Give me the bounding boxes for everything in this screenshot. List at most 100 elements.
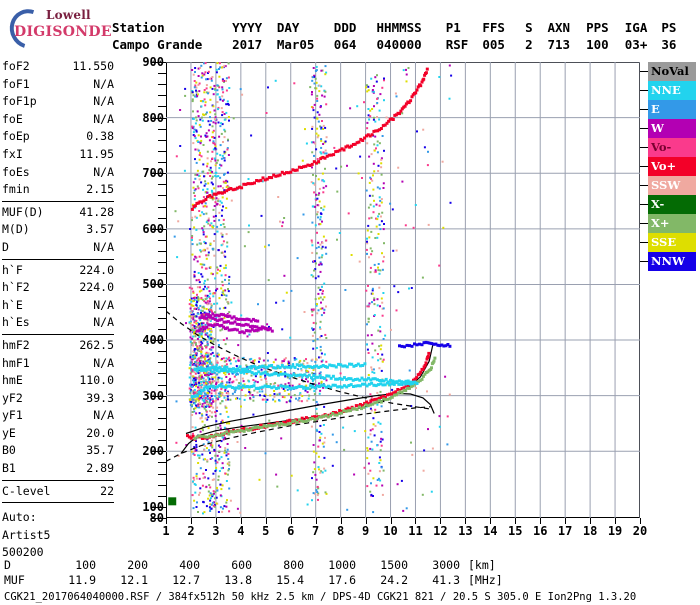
- trace-point: [404, 382, 408, 386]
- echo-point: [223, 150, 226, 153]
- echo-point: [212, 141, 215, 144]
- trace-point: [336, 385, 340, 389]
- echo-point: [367, 305, 370, 308]
- header-col-s: S: [525, 20, 533, 35]
- echo-point: [380, 297, 383, 300]
- echo-point: [319, 261, 322, 264]
- trace-point: [253, 325, 257, 329]
- echo-point: [258, 360, 260, 363]
- trace-point: [397, 379, 401, 383]
- echo-point: [441, 160, 444, 163]
- legend-swatch-vo-[interactable]: Vo+: [648, 157, 696, 176]
- echo-point: [191, 90, 194, 92]
- echo-point: [201, 405, 204, 408]
- echo-point: [202, 472, 205, 475]
- trace-point: [371, 398, 375, 402]
- legend-swatch-vo-[interactable]: Vo-: [648, 138, 696, 157]
- echo-point: [256, 391, 259, 394]
- echo-point: [217, 398, 219, 401]
- echo-point: [316, 158, 319, 160]
- echo-point: [311, 372, 314, 375]
- echo-point: [221, 510, 224, 513]
- echo-point: [194, 330, 197, 333]
- trace-point: [289, 422, 293, 426]
- legend-swatch-sse[interactable]: SSE: [648, 233, 696, 252]
- echo-point: [203, 318, 206, 321]
- echo-point: [203, 98, 206, 101]
- echo-point: [232, 380, 235, 383]
- echo-point: [220, 274, 223, 277]
- echo-point: [210, 327, 213, 330]
- echo-point: [190, 370, 193, 373]
- echo-point: [195, 304, 198, 306]
- echo-point: [195, 472, 198, 475]
- legend-swatch-e[interactable]: E: [648, 100, 696, 119]
- param-value: N/A: [93, 111, 114, 126]
- echo-point: [200, 346, 203, 349]
- echo-point: [201, 347, 204, 350]
- trace-point: [373, 377, 377, 381]
- echo-point: [211, 478, 214, 481]
- echo-point: [189, 364, 192, 366]
- echo-point: [191, 342, 194, 345]
- echo-point: [196, 293, 198, 296]
- echo-point: [205, 346, 208, 349]
- echo-point: [225, 357, 228, 360]
- echo-point: [325, 379, 328, 382]
- echo-point: [238, 387, 240, 390]
- echo-point: [202, 170, 205, 173]
- echo-point: [298, 397, 301, 400]
- ionogram-plot[interactable]: [166, 62, 640, 518]
- echo-point: [317, 194, 320, 196]
- echo-point: [193, 258, 196, 261]
- echo-point: [211, 157, 214, 160]
- echo-point: [194, 446, 197, 449]
- trace-point: [213, 323, 217, 327]
- trace-point: [274, 387, 278, 390]
- echo-point: [204, 355, 207, 358]
- echo-point: [209, 503, 212, 506]
- echo-point: [216, 454, 219, 457]
- trace-point: [224, 320, 228, 324]
- echo-point: [319, 307, 322, 310]
- x-tick: [390, 518, 392, 524]
- trace-point: [203, 435, 207, 439]
- echo-point: [192, 94, 195, 97]
- legend-swatch-noval[interactable]: NoVal: [648, 62, 696, 81]
- echo-point: [317, 498, 319, 501]
- echo-point: [222, 438, 225, 441]
- legend-swatch-ssw[interactable]: SSW: [648, 176, 696, 195]
- echo-point: [205, 78, 208, 81]
- echo-point: [221, 154, 224, 157]
- echo-point: [368, 181, 371, 184]
- legend-swatch-nne[interactable]: NNE: [648, 81, 696, 100]
- echo-point: [209, 381, 211, 384]
- trace-point: [284, 423, 288, 427]
- y-tick: [158, 362, 166, 364]
- trace-point: [348, 145, 352, 149]
- echo-point: [264, 374, 267, 377]
- echo-point: [220, 164, 223, 167]
- trace-point: [214, 433, 218, 437]
- echo-point: [189, 307, 192, 310]
- echo-point: [204, 345, 207, 347]
- legend-swatch-x-[interactable]: X+: [648, 214, 696, 233]
- echo-point: [199, 388, 202, 391]
- trace-point: [315, 161, 318, 165]
- echo-point: [318, 200, 321, 203]
- trace-point: [327, 384, 330, 388]
- legend-swatch-x-[interactable]: X-: [648, 195, 696, 214]
- echo-point: [229, 358, 232, 361]
- trace-point: [241, 370, 245, 374]
- trace-point: [390, 382, 394, 386]
- legend-swatch-nnw[interactable]: NNW: [648, 252, 696, 271]
- trace-point: [440, 343, 444, 347]
- trace-point: [408, 386, 411, 390]
- trace-point: [229, 321, 233, 325]
- legend-swatch-w[interactable]: W: [648, 119, 696, 138]
- trace-point: [256, 366, 260, 370]
- echo-point: [375, 225, 378, 228]
- polarization-legend[interactable]: NoVal NNE E W Vo- Vo+ SSW X- X+ SSE NNW: [648, 62, 696, 271]
- echo-point: [368, 194, 371, 197]
- echo-point: [189, 384, 192, 387]
